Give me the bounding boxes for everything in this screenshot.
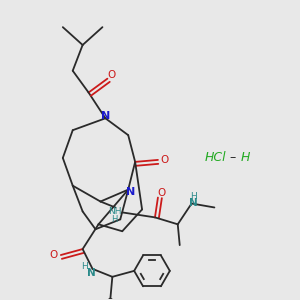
Text: N: N	[101, 111, 110, 121]
Text: O: O	[50, 250, 58, 260]
Text: O: O	[107, 70, 116, 80]
Text: N: N	[87, 268, 96, 278]
Text: O: O	[158, 188, 166, 198]
Text: –: –	[229, 152, 236, 164]
Text: HCl: HCl	[205, 152, 226, 164]
Text: N: N	[126, 187, 135, 196]
Text: H: H	[81, 262, 88, 272]
Text: H: H	[190, 192, 197, 201]
Text: H: H	[241, 152, 250, 164]
Text: H: H	[111, 215, 118, 224]
Text: NH: NH	[109, 207, 122, 216]
Text: O: O	[161, 155, 169, 165]
Text: N: N	[189, 199, 198, 208]
